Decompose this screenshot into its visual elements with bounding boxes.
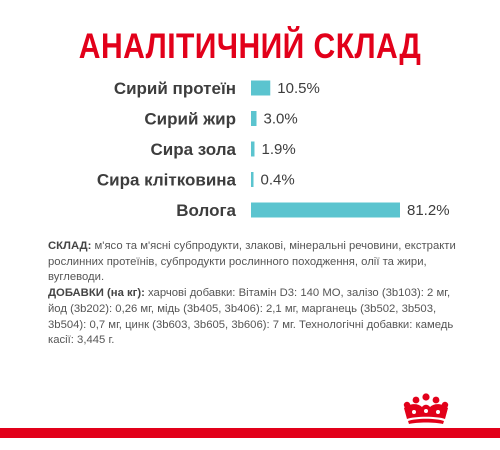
composition-text: СКЛАД: м'ясо та м'ясні субпродукти, злак…	[48, 239, 458, 349]
category-label: Сирий жир	[144, 110, 236, 129]
bar	[251, 80, 271, 96]
bar	[251, 111, 257, 126]
value-label: 1.9%	[261, 141, 295, 158]
sklad-label: СКЛАД:	[48, 240, 92, 252]
category-label: Сирий протеїн	[114, 79, 236, 98]
royal-canin-crown-icon	[400, 392, 452, 431]
page-title: АНАЛІТИЧНИЙ СКЛАД	[78, 27, 422, 66]
bar	[251, 202, 400, 218]
analytical-composition-chart: Сирий протеїн 10.5% Сирий жир 3.0% Сира зола…	[97, 79, 450, 220]
dobavky-label: ДОБАВКИ (на кг):	[48, 287, 145, 300]
category-label: Сира зола	[150, 140, 236, 159]
value-label: 81.2%	[407, 202, 450, 219]
value-label: 0.4%	[261, 172, 295, 189]
dobavky-text: харчові добавки: Вітамін D3: 140 МО, зал…	[48, 287, 454, 347]
category-label: Сира клітковина	[97, 171, 237, 190]
value-label: 10.5%	[277, 80, 320, 97]
footer-bar	[0, 428, 500, 438]
category-label: Волога	[176, 201, 236, 220]
bar	[251, 141, 255, 157]
bar	[251, 172, 254, 187]
sklad-paragraph: СКЛАД: м'ясо та м'ясні субпродукти, злак…	[48, 239, 458, 286]
value-label: 3.0%	[264, 111, 298, 128]
sklad-text: м'ясо та м'ясні субпродукти, злакові, мі…	[48, 240, 456, 284]
dobavky-paragraph: ДОБАВКИ (на кг): харчові добавки: Вітамі…	[48, 286, 458, 349]
